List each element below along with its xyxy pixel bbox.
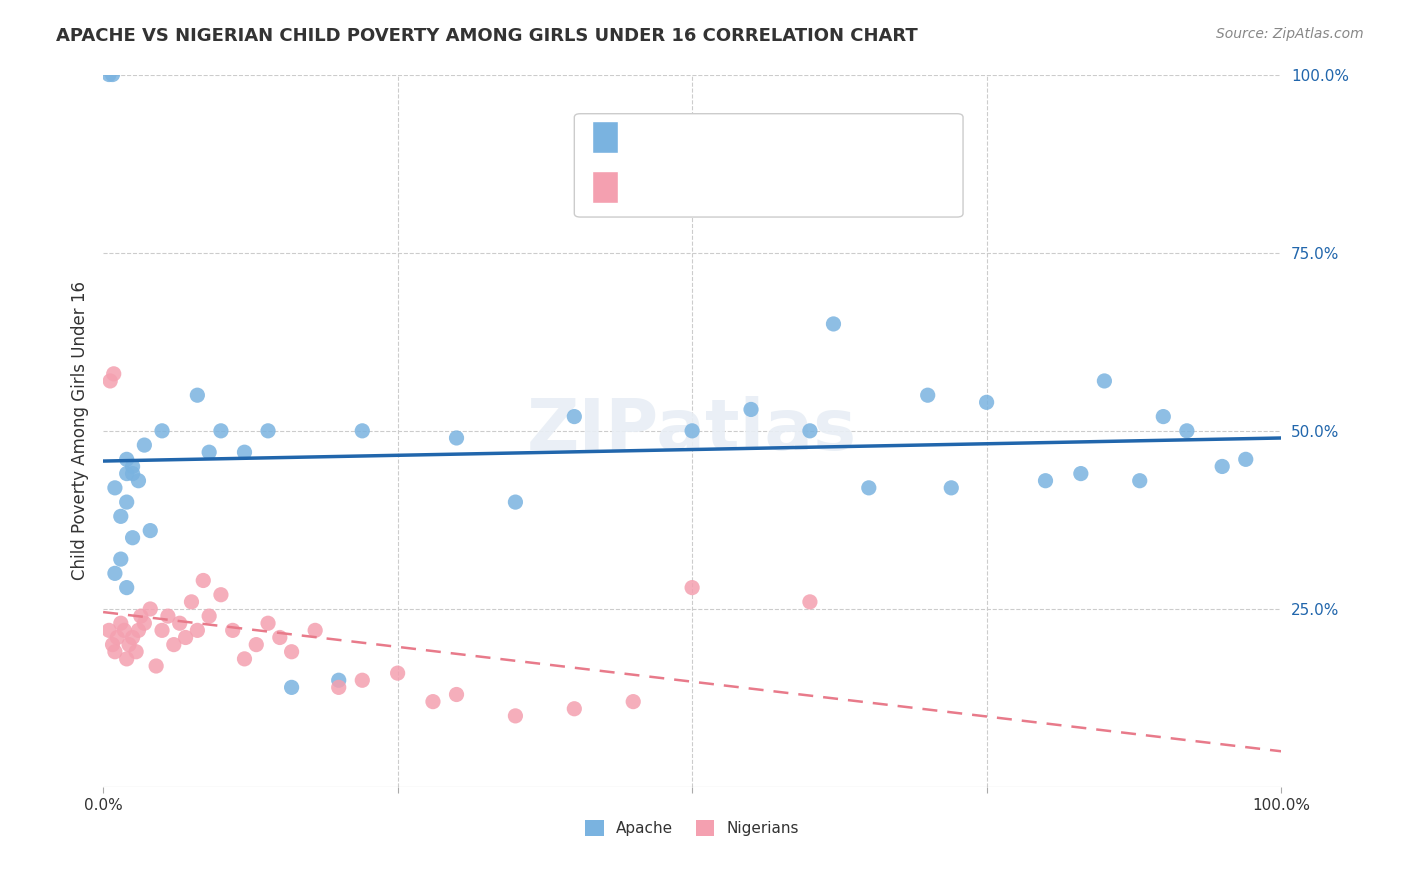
Nigerians <box>134 616 156 631</box>
Nigerians <box>280 645 302 659</box>
Apache <box>110 509 132 524</box>
Nigerians <box>118 638 141 652</box>
Nigerians <box>145 659 167 673</box>
Nigerians <box>180 595 202 609</box>
Nigerians <box>257 616 280 631</box>
Apache <box>127 474 149 488</box>
Apache <box>233 445 256 459</box>
Nigerians <box>209 588 232 602</box>
Apache <box>1092 374 1115 388</box>
Apache <box>446 431 468 445</box>
Apache <box>98 68 121 82</box>
FancyBboxPatch shape <box>592 120 617 153</box>
Nigerians <box>156 609 179 624</box>
Apache <box>121 531 143 545</box>
Apache <box>115 495 138 509</box>
Nigerians <box>505 709 527 723</box>
Nigerians <box>150 624 173 638</box>
Apache <box>1175 424 1198 438</box>
Nigerians <box>198 609 221 624</box>
Nigerians <box>222 624 245 638</box>
Y-axis label: Child Poverty Among Girls Under 16: Child Poverty Among Girls Under 16 <box>72 281 89 581</box>
Nigerians <box>245 638 267 652</box>
Nigerians <box>328 681 350 695</box>
Text: ZIPatlas: ZIPatlas <box>527 396 858 466</box>
Apache <box>505 495 527 509</box>
Text: R =  0.028   N = 44: R = 0.028 N = 44 <box>627 176 834 194</box>
Apache <box>1035 474 1057 488</box>
Apache <box>121 459 143 474</box>
Nigerians <box>125 645 148 659</box>
Apache <box>115 467 138 481</box>
Apache <box>115 581 138 595</box>
Nigerians <box>169 616 191 631</box>
Apache <box>352 424 374 438</box>
FancyBboxPatch shape <box>574 113 963 217</box>
Apache <box>280 681 302 695</box>
Nigerians <box>98 624 121 638</box>
Nigerians <box>269 631 291 645</box>
Nigerians <box>681 581 703 595</box>
Nigerians <box>139 602 162 616</box>
Nigerians <box>127 624 149 638</box>
Nigerians <box>115 652 138 666</box>
Nigerians <box>174 631 197 645</box>
Nigerians <box>562 702 585 716</box>
Apache <box>1070 467 1092 481</box>
Apache <box>799 424 821 438</box>
Nigerians <box>233 652 256 666</box>
Nigerians <box>112 624 135 638</box>
Nigerians <box>104 645 127 659</box>
Apache <box>115 452 138 467</box>
Apache <box>917 388 939 402</box>
Legend: Apache, Nigerians: Apache, Nigerians <box>578 813 807 844</box>
Nigerians <box>422 695 444 709</box>
Nigerians <box>129 609 152 624</box>
Apache <box>209 424 232 438</box>
Nigerians <box>387 666 409 681</box>
Apache <box>257 424 280 438</box>
Apache <box>104 481 127 495</box>
Nigerians <box>352 673 374 688</box>
Apache <box>104 566 127 581</box>
Nigerians <box>621 695 644 709</box>
Nigerians <box>105 631 128 645</box>
Nigerians <box>121 631 143 645</box>
Nigerians <box>304 624 326 638</box>
Apache <box>150 424 173 438</box>
Apache <box>186 388 208 402</box>
Apache <box>110 552 132 566</box>
Apache <box>1234 452 1257 467</box>
Apache <box>1152 409 1174 424</box>
Nigerians <box>103 367 125 381</box>
Apache <box>941 481 963 495</box>
Apache <box>562 409 585 424</box>
Apache <box>1211 459 1233 474</box>
Text: Source: ZipAtlas.com: Source: ZipAtlas.com <box>1216 27 1364 41</box>
Apache <box>823 317 845 331</box>
Nigerians <box>193 574 215 588</box>
Apache <box>681 424 703 438</box>
Apache <box>740 402 762 417</box>
FancyBboxPatch shape <box>592 170 617 202</box>
Apache <box>198 445 221 459</box>
Nigerians <box>799 595 821 609</box>
Nigerians <box>186 624 208 638</box>
Apache <box>976 395 998 409</box>
Apache <box>139 524 162 538</box>
Nigerians <box>101 638 124 652</box>
Text: R =  0.231   N = 44: R = 0.231 N = 44 <box>627 126 834 145</box>
Apache <box>101 68 124 82</box>
Apache <box>328 673 350 688</box>
Apache <box>1129 474 1152 488</box>
Nigerians <box>163 638 186 652</box>
Apache <box>134 438 156 452</box>
Nigerians <box>110 616 132 631</box>
Apache <box>121 467 143 481</box>
Nigerians <box>446 688 468 702</box>
Nigerians <box>98 374 121 388</box>
Apache <box>858 481 880 495</box>
Text: APACHE VS NIGERIAN CHILD POVERTY AMONG GIRLS UNDER 16 CORRELATION CHART: APACHE VS NIGERIAN CHILD POVERTY AMONG G… <box>56 27 918 45</box>
